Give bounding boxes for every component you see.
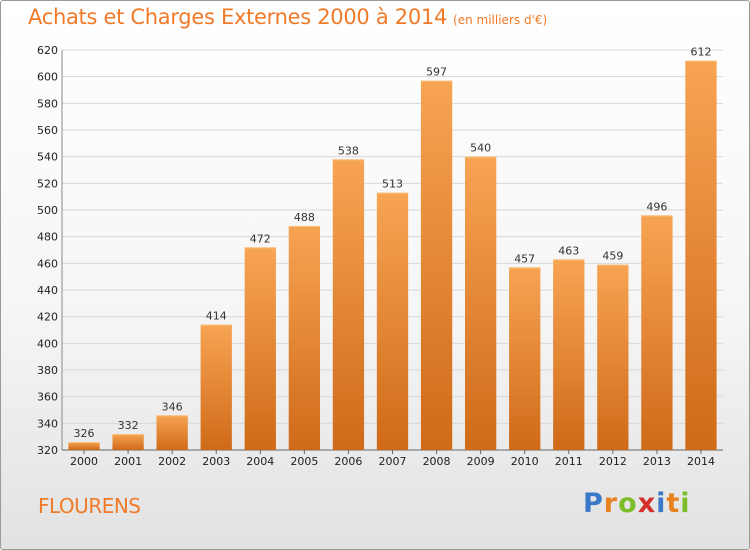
y-tick-label: 420 xyxy=(37,311,58,324)
x-tick-label: 2011 xyxy=(555,455,583,468)
y-tick-label: 540 xyxy=(37,151,58,164)
x-tick-label: 2007 xyxy=(379,455,407,468)
bar xyxy=(112,434,144,450)
data-label: 597 xyxy=(426,66,447,79)
data-label: 414 xyxy=(206,310,227,323)
y-tick-label: 460 xyxy=(37,257,58,270)
logo-letter: x xyxy=(637,488,657,519)
y-tick-label: 340 xyxy=(37,417,58,430)
y-tick-label: 580 xyxy=(37,97,58,110)
logo-letter: i xyxy=(680,488,691,519)
bar xyxy=(244,247,276,450)
chart-title-text: Achats et Charges Externes 2000 à 2014 xyxy=(28,5,448,29)
bar xyxy=(685,60,717,451)
x-tick-label: 2000 xyxy=(70,455,98,468)
y-tick-label: 600 xyxy=(37,71,58,84)
data-label: 538 xyxy=(338,144,359,157)
bar xyxy=(200,324,232,450)
bar xyxy=(376,192,409,450)
bar xyxy=(332,159,365,451)
data-label: 513 xyxy=(382,178,403,191)
y-tick-label: 620 xyxy=(37,44,58,57)
x-tick-label: 2005 xyxy=(290,455,318,468)
x-tick-label: 2002 xyxy=(158,455,186,468)
labels: 320 340 360 380 400 420 440 460 480 500 520 540 560 5… xyxy=(37,44,715,468)
logo-letter: i xyxy=(656,488,667,519)
y-tick-label: 320 xyxy=(37,444,58,457)
bar xyxy=(509,267,541,450)
chart-subtitle: (en milliers d'€) xyxy=(453,13,548,27)
bar xyxy=(420,80,453,451)
data-label: 540 xyxy=(470,142,491,155)
data-label: 488 xyxy=(294,211,315,224)
x-tick-label: 2001 xyxy=(114,455,142,468)
bar xyxy=(68,442,100,450)
data-label: 346 xyxy=(162,400,183,413)
bars xyxy=(68,60,717,451)
data-label: 457 xyxy=(514,252,535,265)
bar xyxy=(597,264,629,450)
proxiti-logo[interactable]: Proxiti xyxy=(583,488,691,519)
logo-letter: t xyxy=(666,488,681,519)
data-label: 326 xyxy=(74,427,95,440)
y-tick-label: 560 xyxy=(37,124,58,137)
chart-title: Achats et Charges Externes 2000 à 2014 (e… xyxy=(28,5,547,29)
x-tick-label: 2014 xyxy=(687,455,715,468)
x-tick-label: 2003 xyxy=(202,455,230,468)
data-label: 463 xyxy=(558,244,579,257)
x-tick-label: 2006 xyxy=(334,455,362,468)
bar xyxy=(288,226,321,450)
logo-letter: P xyxy=(583,488,604,519)
x-tick-label: 2009 xyxy=(467,455,495,468)
logo-letter: o xyxy=(618,488,638,519)
y-tick-label: 440 xyxy=(37,284,58,297)
x-tick-label: 2008 xyxy=(423,455,451,468)
x-tick-label: 2004 xyxy=(246,455,274,468)
x-tick-label: 2012 xyxy=(599,455,627,468)
bar xyxy=(553,259,585,450)
town-name: FLOURENS xyxy=(38,494,141,518)
y-tick-label: 500 xyxy=(37,204,58,217)
data-label: 612 xyxy=(690,46,711,59)
y-tick-label: 480 xyxy=(37,231,58,244)
bar xyxy=(156,415,188,450)
bar xyxy=(641,215,673,450)
data-label: 459 xyxy=(602,250,623,263)
x-tick-label: 2010 xyxy=(511,455,539,468)
bar xyxy=(464,156,497,450)
y-tick-label: 400 xyxy=(37,337,58,350)
logo-letter: r xyxy=(603,488,619,519)
y-tick-label: 380 xyxy=(37,364,58,377)
y-tick-label: 520 xyxy=(37,177,58,190)
y-tick-label: 360 xyxy=(37,391,58,404)
data-label: 332 xyxy=(118,419,139,432)
data-label: 472 xyxy=(250,232,271,245)
data-label: 496 xyxy=(646,200,667,213)
x-tick-label: 2013 xyxy=(643,455,671,468)
